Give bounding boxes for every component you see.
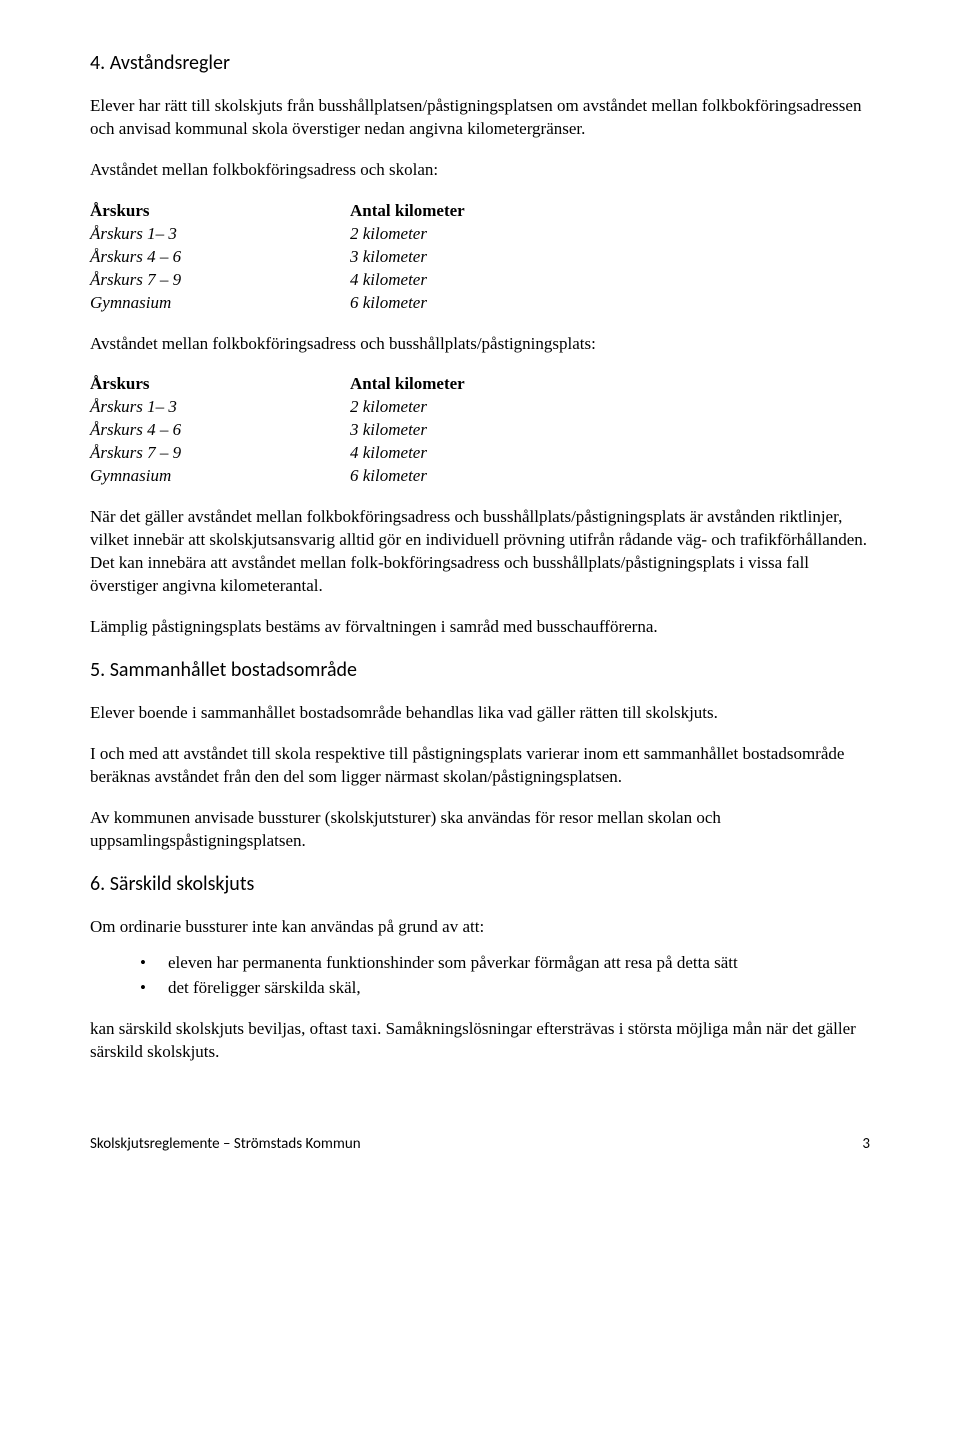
section-5-p1: Elever boende i sammanhållet bostadsområ… [90,702,870,725]
table-cell: Årskurs 7 – 9 [90,442,350,465]
distance-table-1: Årskurs Antal kilometer Årskurs 1– 3 2 k… [90,200,870,315]
table-cell: Årskurs 4 – 6 [90,246,350,269]
table-header-col2: Antal kilometer [350,373,870,396]
section-6-bullets: • eleven har permanenta funktionshinder … [140,952,870,1000]
table-header: Årskurs Antal kilometer [90,200,870,223]
section-4-heading: 4. Avståndsregler [90,50,870,77]
section-5-p3: Av kommunen anvisade bussturer (skolskju… [90,807,870,853]
section-4-p4: När det gäller avståndet mellan folkbokf… [90,506,870,598]
table-row: Årskurs 4 – 6 3 kilometer [90,419,870,442]
table-cell: 3 kilometer [350,246,870,269]
list-item: • eleven har permanenta funktionshinder … [140,952,870,975]
table-row: Årskurs 4 – 6 3 kilometer [90,246,870,269]
section-4-p3: Avståndet mellan folkbokföringsadress oc… [90,333,870,356]
table-row: Gymnasium 6 kilometer [90,292,870,315]
table-header-col1: Årskurs [90,200,350,223]
section-6-heading: 6. Särskild skolskjuts [90,871,870,898]
section-4-p1: Elever har rätt till skolskjuts från bus… [90,95,870,141]
table-cell: Gymnasium [90,465,350,488]
table-row: Årskurs 7 – 9 4 kilometer [90,269,870,292]
footer-page-number: 3 [862,1134,870,1154]
table-row: Årskurs 7 – 9 4 kilometer [90,442,870,465]
bullet-icon: • [140,977,168,1000]
table-row: Årskurs 1– 3 2 kilometer [90,223,870,246]
section-6-p1: Om ordinarie bussturer inte kan användas… [90,916,870,939]
table-cell: 4 kilometer [350,442,870,465]
table-row: Gymnasium 6 kilometer [90,465,870,488]
table-cell: 3 kilometer [350,419,870,442]
table-cell: Gymnasium [90,292,350,315]
table-cell: Årskurs 1– 3 [90,223,350,246]
bullet-icon: • [140,952,168,975]
table-cell: Årskurs 7 – 9 [90,269,350,292]
list-item: • det föreligger särskilda skäl, [140,977,870,1000]
bullet-text: det föreligger särskilda skäl, [168,977,361,1000]
table-cell: 2 kilometer [350,396,870,419]
section-6-p2: kan särskild skolskjuts beviljas, oftast… [90,1018,870,1064]
section-5-p2: I och med att avståndet till skola respe… [90,743,870,789]
table-header-col1: Årskurs [90,373,350,396]
table-cell: 2 kilometer [350,223,870,246]
table-row: Årskurs 1– 3 2 kilometer [90,396,870,419]
table-cell: Årskurs 1– 3 [90,396,350,419]
bullet-text: eleven har permanenta funktionshinder so… [168,952,738,975]
section-4-p5: Lämplig påstigningsplats bestäms av förv… [90,616,870,639]
table-cell: 6 kilometer [350,292,870,315]
table-header: Årskurs Antal kilometer [90,373,870,396]
section-5-heading: 5. Sammanhållet bostadsområde [90,657,870,684]
footer-left: Skolskjutsreglemente – Strömstads Kommun [90,1134,361,1154]
section-4-p2: Avståndet mellan folkbokföringsadress oc… [90,159,870,182]
table-cell: 4 kilometer [350,269,870,292]
table-header-col2: Antal kilometer [350,200,870,223]
page-footer: Skolskjutsreglemente – Strömstads Kommun… [90,1134,870,1154]
table-cell: Årskurs 4 – 6 [90,419,350,442]
table-cell: 6 kilometer [350,465,870,488]
distance-table-2: Årskurs Antal kilometer Årskurs 1– 3 2 k… [90,373,870,488]
